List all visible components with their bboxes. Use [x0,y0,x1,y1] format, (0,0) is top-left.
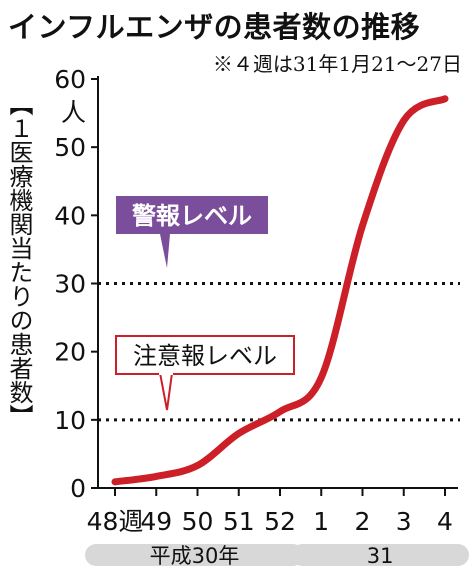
x-tick-label: 4 [437,507,453,536]
era-band [85,544,304,566]
y-tick-label: 30 [54,270,86,299]
y-axis-label: 【１医療機関当たりの患者数】 [5,92,33,428]
x-tick-label: 49 [140,507,172,536]
advisory-label: 注意報レベル [133,342,277,370]
advisory-pointer-joint [159,372,173,375]
y-unit-label: 人 [61,98,86,127]
era-label: 31 [367,544,394,568]
x-tick-label: 3 [396,507,412,536]
y-tick-label: 10 [54,406,86,435]
y-tick-label: 50 [54,133,86,162]
y-tick-label: 0 [70,474,86,503]
x-tick-label: 50 [182,507,214,536]
y-tick-label: 20 [54,338,86,367]
era-label: 平成30年 [150,544,240,568]
chart-title: インフルエンザの患者数の推移 [8,10,421,44]
x-tick-label: 52 [264,507,296,536]
series-line-patients [111,95,449,486]
era-band [291,544,469,566]
x-tick-label: 1 [313,507,329,536]
warning-label: 警報レベル [131,202,252,230]
week-note: ※４週は31年1月21～27日 [212,52,462,76]
x-tick-label: 2 [355,507,371,536]
x-tick-label: 48週 [87,507,144,536]
warning-label-pointer [160,234,170,268]
y-tick-label: 60 [54,65,86,94]
advisory-label-pointer [158,372,174,411]
advisory-label-box [115,335,295,375]
warning-label-box [116,196,268,234]
y-tick-label: 40 [54,201,86,230]
x-tick-label: 51 [223,507,255,536]
